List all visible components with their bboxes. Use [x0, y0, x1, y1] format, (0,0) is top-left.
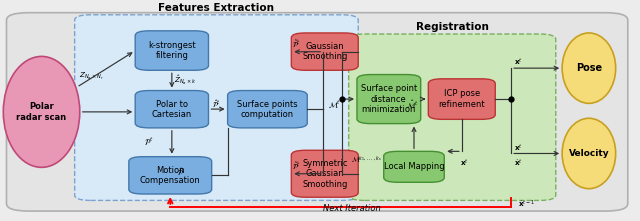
- FancyBboxPatch shape: [291, 33, 358, 70]
- Text: $\hat{\mathcal{P}}^t$: $\hat{\mathcal{P}}^t$: [177, 167, 186, 178]
- Text: ICP pose
refinement: ICP pose refinement: [438, 89, 485, 109]
- FancyBboxPatch shape: [228, 91, 307, 128]
- Text: Velocity: Velocity: [568, 149, 609, 158]
- FancyBboxPatch shape: [135, 31, 209, 70]
- Text: Motion
Compensation: Motion Compensation: [140, 166, 200, 185]
- Text: $\mathbf{x}^t$: $\mathbf{x}^t$: [515, 56, 524, 67]
- Text: Local Mapping: Local Mapping: [383, 162, 444, 171]
- Ellipse shape: [562, 33, 616, 103]
- Text: Next Iteration: Next Iteration: [323, 204, 381, 213]
- Text: $\mathbf{x}^t$: $\mathbf{x}^t$: [460, 156, 469, 168]
- FancyBboxPatch shape: [75, 15, 358, 200]
- Text: Features Extraction: Features Extraction: [159, 3, 275, 13]
- Text: $\mathcal{P}^t$: $\mathcal{P}^t$: [145, 135, 154, 148]
- FancyBboxPatch shape: [357, 74, 420, 124]
- Text: k-strongest
filtering: k-strongest filtering: [148, 41, 196, 60]
- Text: $\mathcal{M}^t$: $\mathcal{M}^t$: [328, 98, 341, 111]
- FancyBboxPatch shape: [129, 157, 212, 194]
- Text: Surface point
distance
minimization: Surface point distance minimization: [361, 84, 417, 114]
- FancyBboxPatch shape: [384, 151, 444, 182]
- Text: Surface points
computation: Surface points computation: [237, 99, 298, 119]
- Text: Polar to
Cartesian: Polar to Cartesian: [152, 99, 192, 119]
- Text: $\mathbf{x}^t$: $\mathbf{x}^t$: [515, 142, 524, 152]
- FancyBboxPatch shape: [428, 79, 495, 119]
- FancyBboxPatch shape: [349, 34, 556, 200]
- Text: Pose: Pose: [576, 63, 602, 73]
- Text: $\mathcal{M}^{k_1,...,k_s}$: $\mathcal{M}^{k_1,...,k_s}$: [351, 154, 381, 166]
- FancyBboxPatch shape: [291, 150, 358, 197]
- Ellipse shape: [3, 56, 80, 167]
- Text: Polar
radar scan: Polar radar scan: [17, 102, 67, 122]
- Text: $\dot{\mathbf{x}}^{t-1}$: $\dot{\mathbf{x}}^{t-1}$: [518, 198, 535, 209]
- FancyBboxPatch shape: [135, 91, 209, 128]
- Ellipse shape: [562, 118, 616, 189]
- Text: $\hat{\mathcal{M}}^t$: $\hat{\mathcal{M}}^t$: [406, 98, 419, 111]
- Text: Gaussian
Smoothing: Gaussian Smoothing: [302, 42, 348, 61]
- Text: Registration: Registration: [416, 22, 489, 32]
- Text: $\hat{\mathcal{P}}^t$: $\hat{\mathcal{P}}^t$: [212, 99, 221, 110]
- Text: $Z_{N_a \times N_r}$: $Z_{N_a \times N_r}$: [79, 71, 104, 82]
- Text: Symmetric
Gaussian
Smoothing: Symmetric Gaussian Smoothing: [302, 159, 348, 189]
- Text: $\tilde{\mathcal{P}}^t$: $\tilde{\mathcal{P}}^t$: [292, 161, 301, 172]
- Text: $\tilde{\mathcal{P}}^t$: $\tilde{\mathcal{P}}^t$: [292, 39, 301, 50]
- Text: $\dot{\mathbf{x}}^t$: $\dot{\mathbf{x}}^t$: [515, 156, 524, 168]
- Text: $\hat{Z}_{N_a \times k}$: $\hat{Z}_{N_a \times k}$: [174, 73, 196, 87]
- FancyBboxPatch shape: [6, 13, 628, 211]
